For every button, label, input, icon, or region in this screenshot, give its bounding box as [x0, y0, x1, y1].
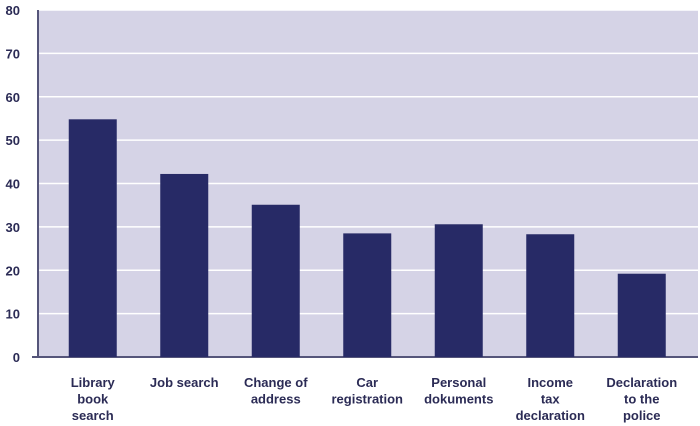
y-tick-label: 10 — [6, 307, 20, 322]
bar — [434, 224, 483, 357]
bar — [526, 234, 575, 357]
bar — [68, 119, 117, 358]
x-tick-label: Declaration to the police — [606, 375, 677, 423]
x-tick-label: Personal dokuments — [424, 375, 493, 407]
y-tick-label: 50 — [6, 133, 20, 148]
x-tick-label: Library book search — [71, 375, 116, 423]
y-tick-label: 20 — [6, 263, 20, 278]
y-tick-label: 0 — [13, 350, 20, 365]
y-tick-label: 30 — [6, 220, 20, 235]
bar — [251, 204, 300, 357]
bar — [617, 273, 666, 357]
x-tick-label: Car registration — [331, 375, 403, 407]
x-tick-label: Change of address — [244, 375, 308, 407]
y-tick-label: 40 — [6, 177, 20, 192]
y-tick-label: 80 — [6, 3, 20, 18]
x-tick-label: Job search — [150, 375, 219, 390]
y-tick-label: 70 — [6, 46, 20, 61]
bar — [343, 233, 392, 357]
y-tick-label: 60 — [6, 90, 20, 105]
bar — [160, 173, 209, 357]
x-tick-label: Income tax declaration — [516, 375, 585, 423]
